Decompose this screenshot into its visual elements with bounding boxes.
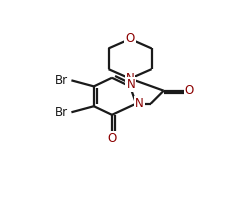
Text: O: O <box>107 132 117 145</box>
Text: N: N <box>127 78 135 91</box>
Text: O: O <box>185 84 194 97</box>
Text: Br: Br <box>55 74 68 87</box>
Text: O: O <box>125 32 135 45</box>
Text: Br: Br <box>55 106 68 119</box>
Text: N: N <box>126 72 135 85</box>
Text: N: N <box>135 97 144 110</box>
